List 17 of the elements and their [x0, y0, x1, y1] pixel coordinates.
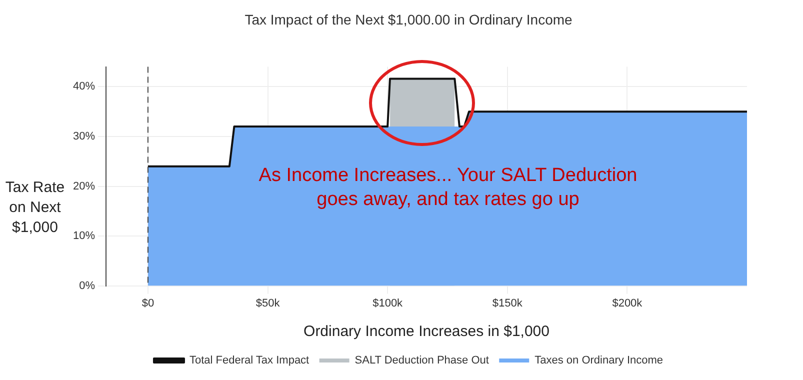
legend-label: SALT Deduction Phase Out — [354, 354, 489, 367]
legend-label: Taxes on Ordinary Income — [534, 354, 664, 367]
x-tick-label: $150k — [492, 297, 523, 310]
x-tick-label: $0 — [142, 297, 154, 310]
y-tick-label: 10% — [72, 230, 96, 242]
x-tick-label: $100k — [372, 297, 404, 310]
x-tick-label: $50k — [256, 297, 280, 310]
legend-label: Total Federal Tax Impact — [189, 354, 310, 367]
x-tick-label: $200k — [612, 297, 643, 310]
y-tick-label: 30% — [72, 130, 96, 143]
y-tick-label: 20% — [72, 180, 96, 192]
chart-title: Tax Impact of the Next $1,000.00 in Ordinary Income — [244, 11, 573, 28]
y-tick-label: 0% — [79, 280, 96, 292]
annotation: As Income Increases... Your SALT Deduction goes away, and tax rates go up — [258, 164, 638, 212]
x-axis-title: Ordinary Income Increases in $1,000 — [304, 323, 550, 340]
y-axis-title: Tax Rate on Next $1,000 — [4, 178, 66, 238]
y-tick-label: 40% — [72, 80, 96, 93]
